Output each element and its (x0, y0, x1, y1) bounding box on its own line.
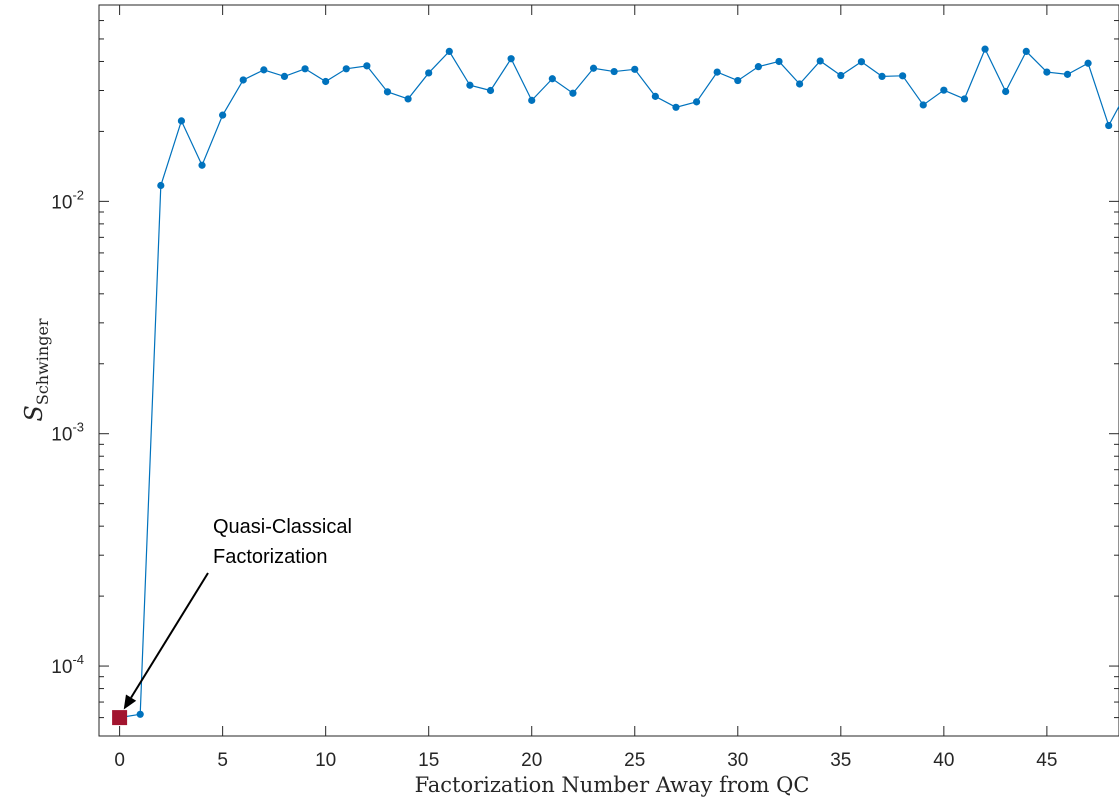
data-point (425, 69, 433, 77)
x-axis-label: Factorization Number Away from QC (415, 773, 810, 797)
data-point (322, 77, 330, 86)
y-tick-label: 10-3 (51, 420, 84, 446)
highlight-marker (112, 710, 128, 726)
x-tick-label: 5 (217, 750, 228, 771)
data-point (796, 80, 804, 88)
y-tick-base: 10 (51, 657, 72, 678)
y-tick-exponent: -2 (72, 187, 84, 202)
plot-area (98, 4, 1119, 737)
series-line (119, 47, 1119, 719)
data-point (734, 76, 742, 85)
annotation-arrow-head (123, 694, 137, 710)
data-point (280, 72, 289, 80)
x-tick-label: 25 (624, 750, 645, 771)
data-point (960, 95, 969, 103)
y-tick-label: 10-2 (51, 187, 84, 213)
data-point (713, 68, 721, 76)
x-tick-label: 30 (727, 750, 748, 771)
data-point (260, 66, 268, 74)
data-point (631, 65, 639, 73)
data-point (1002, 87, 1010, 96)
data-point (239, 76, 247, 84)
x-tick-label: 20 (521, 750, 542, 771)
y-tick-base: 10 (51, 425, 72, 446)
x-tick-label: 0 (114, 750, 125, 771)
data-point (672, 103, 680, 111)
data-point (919, 101, 927, 109)
data-point (651, 92, 659, 100)
data-point (136, 710, 144, 718)
data-point (692, 98, 701, 106)
y-axis-label-main: S (20, 405, 48, 421)
y-axis-ticks: 10-410-310-2 (51, 4, 1119, 737)
data-point (404, 95, 412, 103)
data-point (383, 88, 392, 96)
data-point (857, 58, 866, 66)
data-point (837, 71, 845, 80)
data-point (1043, 68, 1051, 76)
data-point (445, 47, 453, 55)
annotation: Quasi-Classical Factorization (123, 516, 352, 710)
y-tick-label: 10-4 (51, 652, 84, 678)
data-point (507, 55, 515, 63)
data-point (466, 81, 474, 89)
x-tick-label: 40 (933, 750, 954, 771)
y-axis-label-sub: Schwinger (33, 318, 52, 405)
data-point (157, 181, 165, 190)
y-tick-base: 10 (51, 192, 72, 213)
data-point (589, 64, 598, 72)
data-point (1022, 47, 1030, 55)
data-point (301, 65, 309, 73)
annotation-arrow-shaft (130, 572, 209, 699)
data-point (610, 67, 618, 76)
y-tick-exponent: -4 (72, 652, 84, 667)
data-point (569, 89, 577, 97)
data-point (878, 72, 886, 80)
data-point (754, 63, 762, 71)
series-layer (112, 45, 1119, 726)
data-point (486, 86, 495, 95)
data-point (363, 62, 371, 70)
data-point (899, 72, 907, 80)
data-point (1084, 59, 1092, 67)
data-point (177, 117, 186, 125)
x-tick-label: 35 (830, 750, 851, 771)
x-tick-label: 10 (315, 750, 336, 771)
data-point (342, 65, 350, 73)
data-point (548, 75, 556, 83)
data-point (816, 57, 824, 65)
data-point (1063, 70, 1072, 78)
x-axis-ticks: 0 5 10 15 20 25 30 35 40 45 (114, 5, 1057, 771)
x-tick-label: 15 (418, 750, 439, 771)
data-point (981, 45, 989, 53)
data-point (775, 57, 783, 66)
data-point (528, 96, 536, 104)
annotation-line-2: Factorization (213, 546, 328, 568)
y-axis-label: SSchwinger (20, 318, 52, 422)
data-point (219, 111, 227, 119)
data-point (940, 86, 948, 94)
data-point (1105, 121, 1113, 130)
annotation-line-1: Quasi-Classical (213, 516, 352, 538)
y-tick-exponent: -3 (72, 420, 84, 435)
data-point (198, 161, 206, 169)
x-tick-label: 45 (1036, 750, 1057, 771)
